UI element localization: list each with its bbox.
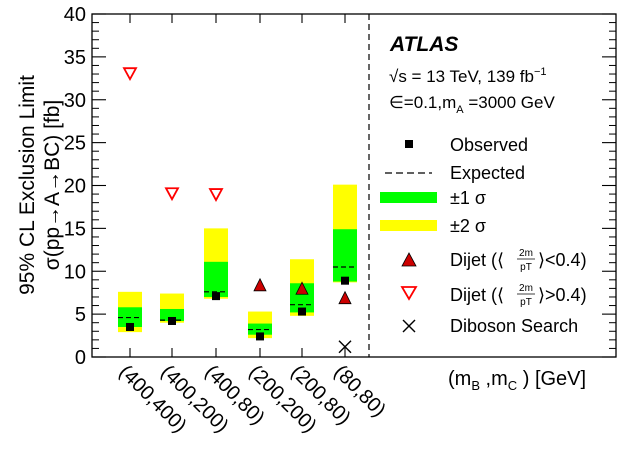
legend-dijet-high-frac-den: pT	[520, 297, 532, 308]
model-parameters-label: ∈=0.1,mA =3000 GeV	[389, 93, 555, 116]
legend-2sigma-swatch	[380, 220, 437, 231]
x-axis-label: (mB ,mC ) [GeV]	[448, 368, 586, 393]
dijet-high-marker	[164, 187, 180, 202]
y-tick-label: 30	[64, 90, 86, 112]
legend-observed-marker	[405, 140, 413, 148]
legend-2sigma-label: ±2 σ	[450, 216, 486, 236]
y-tick-label: 10	[64, 261, 86, 283]
y-tick-label: 0	[75, 347, 86, 369]
y-tick-label: 15	[64, 218, 86, 240]
uncertainty-bands	[118, 184, 357, 339]
observed-marker	[256, 332, 264, 341]
dijet-low-marker	[338, 290, 352, 305]
dijet-high-marker	[208, 188, 224, 202]
observed-marker	[126, 322, 134, 331]
band-1sigma	[333, 229, 357, 282]
energy-lumi-label: √s = 13 TeV, 139 fb−1	[389, 66, 547, 86]
experiment-label: ATLAS	[389, 33, 458, 56]
legend-1sigma-label: ±1 σ	[450, 188, 486, 208]
observed-marker	[341, 276, 349, 285]
y-tick-label: 5	[75, 304, 86, 326]
y-axis-label-line2: σ(pp→A→BC) [fb]	[41, 100, 64, 271]
marker-layer	[122, 67, 352, 354]
legend-dijet-high-marker	[400, 286, 418, 301]
y-tick-label: 25	[64, 133, 86, 155]
legend-dijet-low-frac-num: 2m	[519, 248, 533, 259]
legend-1sigma-swatch	[380, 192, 437, 203]
band-1sigma	[204, 261, 228, 297]
dijet-low-marker	[295, 281, 309, 295]
diboson-marker-stroke-b	[338, 340, 352, 354]
legend-dijet-high-label: Dijet (⟨	[450, 285, 504, 305]
legend: Observed Expected ±1 σ ±2 σ Dijet (⟨ 2m …	[380, 135, 587, 336]
dijet-high-marker	[122, 67, 138, 82]
legend-expected-label: Expected	[450, 163, 525, 183]
legend-dijet-low-frac-den: pT	[520, 262, 532, 273]
y-tick-label: 35	[64, 47, 86, 69]
legend-diboson-marker	[402, 319, 416, 333]
legend-dijet-low-label: Dijet (⟨	[450, 250, 504, 270]
legend-dijet-high-tail: ⟩>0.4)	[538, 285, 587, 305]
y-tick-label: 40	[64, 4, 86, 26]
dijet-low-marker	[253, 277, 267, 292]
y-axis-label-line1: 95% CL Exclusion Limit	[16, 75, 39, 295]
legend-dijet-low-tail: ⟩<0.4)	[538, 250, 587, 270]
observed-marker	[298, 307, 306, 316]
legend-observed-label: Observed	[450, 135, 528, 155]
band-1sigma	[160, 308, 184, 321]
y-tick-label: 20	[64, 176, 86, 198]
observed-marker	[212, 292, 220, 301]
legend-dijet-low-marker	[401, 252, 417, 267]
legend-diboson-label: Diboson Search	[450, 316, 578, 336]
y-axis-ticks: 0 5 10 15 20 25 30 35 40	[64, 4, 616, 369]
legend-dijet-high-frac-num: 2m	[519, 283, 533, 294]
expected-lines	[118, 266, 357, 331]
observed-marker	[168, 316, 176, 325]
